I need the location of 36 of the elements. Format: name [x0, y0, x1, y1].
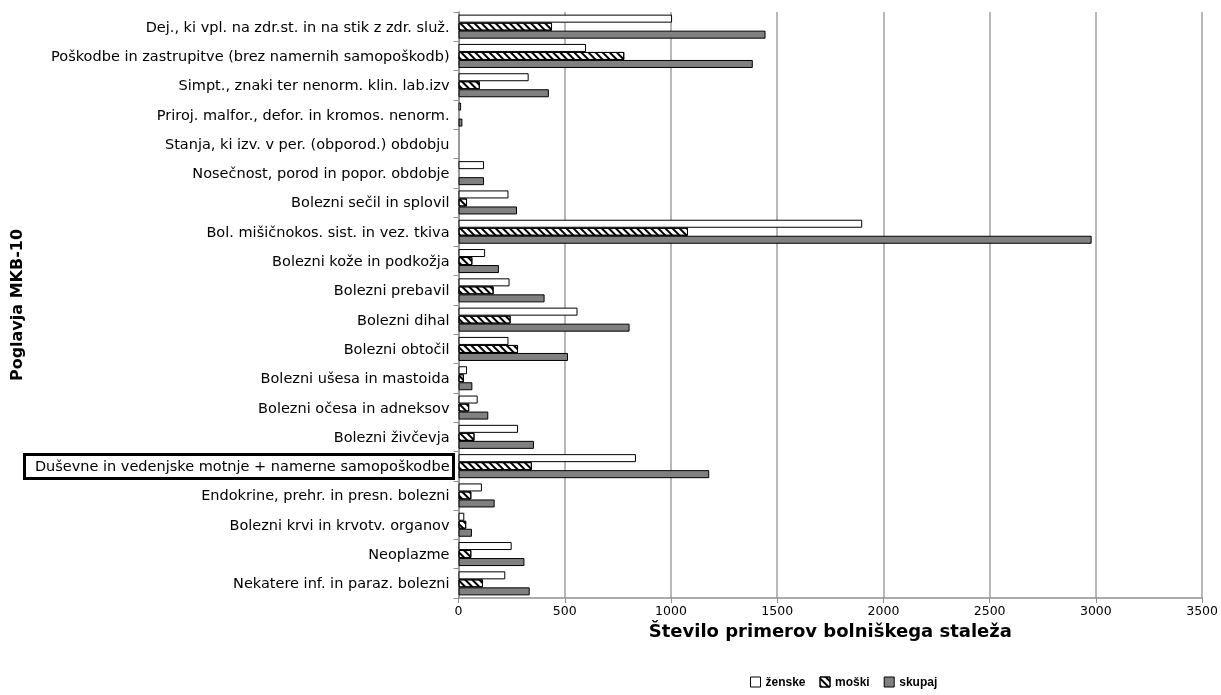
- y-tick-label: Bolezni sečil in splovil: [291, 194, 450, 211]
- x-tick-label: 500: [552, 603, 577, 618]
- y-tick-label: Bol. mišičnokos. sist. in vez. tkiva: [206, 223, 450, 240]
- x-tick-label: 0: [454, 603, 463, 618]
- legend-label: skupaj: [899, 675, 938, 689]
- legend-label: moški: [835, 675, 870, 689]
- x-axis-title: Število primerov bolniškega staleža: [648, 620, 1012, 642]
- y-tick-label: Bolezni krvi in krvotv. organov: [229, 516, 450, 533]
- y-tick-label: Simpt., znaki ter nenorm. klin. lab.izv: [178, 77, 450, 94]
- y-tick-label: Poškodbe in zastrupitve (brez namernih samopoškodb): [51, 47, 450, 64]
- y-tick-label: Bolezni kože in podkožja: [272, 253, 450, 270]
- y-tick-label: Bolezni prebavil: [333, 282, 450, 299]
- bar: [458, 161, 485, 170]
- y-tick-label: Nosečnost, porod in popor. obdobje: [192, 165, 450, 182]
- y-tick-label: Bolezni dihal: [357, 311, 450, 328]
- y-tick-label: Bolezni ušesa in mastoida: [260, 370, 450, 387]
- legend-label: ženske: [765, 675, 806, 689]
- x-tick-label: 1000: [655, 603, 687, 618]
- y-tick-label: Dej., ki vpl. na zdr.st. in na stik z zdr. služ.: [145, 18, 450, 35]
- y-tick-label: Endokrine, prehr. in presn. bolezni: [201, 487, 450, 504]
- y-axis-title: Poglavja MKB-10: [6, 228, 26, 382]
- y-tick-label: Duševne in vedenjske motnje + namerne samopoškodbe: [34, 458, 450, 475]
- y-tick-label: Nekatere inf. in paraz. bolezni: [233, 575, 450, 592]
- x-tick-label: 3000: [1079, 603, 1112, 618]
- y-tick-label: Bolezni obtočil: [343, 340, 450, 357]
- y-tick-label: Priroj. malfor., defor. in kromos. nenorm.: [156, 106, 450, 123]
- y-tick-label: Bolezni živčevja: [333, 428, 450, 445]
- x-tick-label: 3500: [1186, 603, 1219, 618]
- x-tick-label: 1500: [761, 603, 794, 618]
- bar: [458, 177, 485, 186]
- y-tick-label: Stanja, ki izv. v per. (obporod.) obdobju: [164, 135, 450, 152]
- y-tick-label: Bolezni očesa in adneksov: [258, 399, 450, 416]
- x-tick-label: 2500: [973, 603, 1006, 618]
- bar: [458, 118, 463, 127]
- y-tick-label: Neoplazme: [368, 546, 450, 563]
- x-tick-label: 2000: [867, 603, 900, 618]
